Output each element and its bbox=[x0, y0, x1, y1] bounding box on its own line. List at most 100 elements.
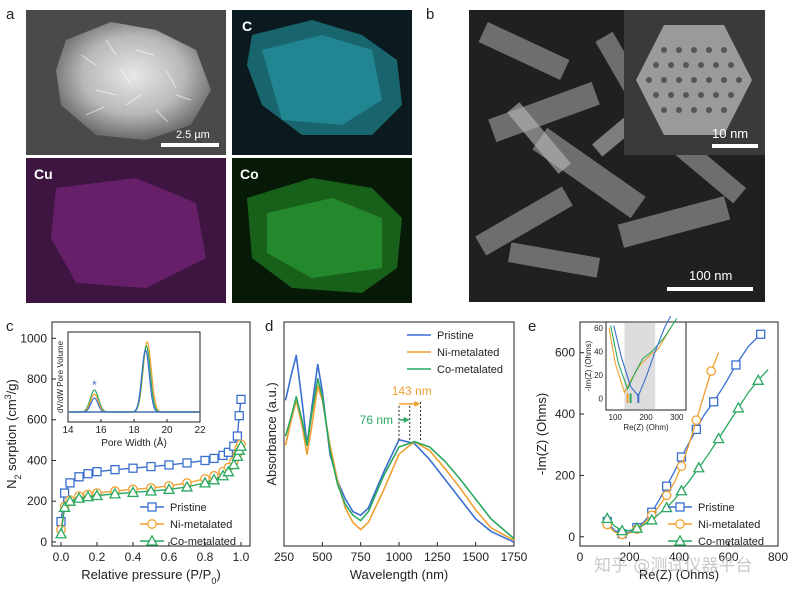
chart-e-xtick-label: 600 bbox=[718, 550, 738, 564]
chart-d-series-line-0 bbox=[284, 354, 515, 543]
chart-d-xlabel: Wavelength (nm) bbox=[350, 567, 449, 582]
chart-d-legend-label-0: Pristine bbox=[437, 330, 474, 342]
chart-e-point bbox=[676, 452, 687, 462]
chart-c-point bbox=[83, 469, 93, 479]
chart-absorbance: 250 500 750 1000 1250 1500 1750 Wavelength (nm)… bbox=[264, 321, 528, 582]
chart-c-point bbox=[74, 472, 84, 482]
chart-d-series-line-2 bbox=[284, 377, 515, 540]
chart-d-xtick-label: 1000 bbox=[386, 550, 413, 564]
chart-e-xtick-label: 800 bbox=[768, 550, 788, 564]
chart-e-point bbox=[692, 461, 705, 473]
chart-d-annotation-76: 76 nm bbox=[360, 413, 393, 427]
chart-e-point bbox=[756, 329, 766, 339]
chart-c-point bbox=[128, 463, 138, 473]
chart-c-legend-label-0: Pristine bbox=[170, 502, 207, 514]
tem-hexagon-graphic bbox=[624, 10, 765, 155]
chart-c-legend-marker-2 bbox=[145, 534, 159, 546]
chart-e-inset-ytick-label: 0 bbox=[599, 394, 604, 403]
chart-c-point bbox=[198, 476, 212, 488]
chart-c-inset-xtick-label: 14 bbox=[62, 425, 74, 436]
eds-copper-graphic bbox=[26, 158, 226, 303]
chart-c-legend-marker-0 bbox=[147, 502, 157, 512]
chart-c-point bbox=[108, 487, 122, 499]
chart-e-point bbox=[708, 397, 719, 407]
chart-c-point bbox=[234, 411, 244, 421]
chart-c-point bbox=[232, 431, 243, 441]
chart-e-inset-curve-co bbox=[610, 318, 678, 391]
chart-c-inset-xlabel: Pore Width (Å) bbox=[101, 436, 167, 449]
chart-c-point bbox=[92, 467, 102, 477]
chart-c-xtick-label: 0.8 bbox=[197, 550, 214, 564]
chart-e-inset-ytick-label: 60 bbox=[594, 324, 603, 333]
chart-e-point bbox=[645, 513, 658, 525]
chart-c-point bbox=[58, 500, 71, 512]
chart-e-point bbox=[691, 424, 701, 435]
chart-e-point bbox=[706, 366, 717, 376]
tem-inset-image: 10 nm bbox=[624, 10, 765, 155]
chart-e-inset-ylabel: -Im(Z) (Ohms) bbox=[584, 340, 593, 391]
chart-c-ytick-label: 600 bbox=[27, 413, 47, 427]
chart-c-point bbox=[144, 484, 158, 496]
chart-d-xtick-label: 750 bbox=[351, 550, 371, 564]
chart-e-point bbox=[691, 415, 702, 426]
chart-c-xtick-label: 0.4 bbox=[125, 550, 142, 564]
panel-label-e: e bbox=[528, 318, 537, 335]
chart-c-point bbox=[65, 478, 75, 488]
chart-e-point bbox=[661, 481, 672, 491]
chart-c-point bbox=[81, 490, 95, 502]
chart-c-xtick-label: 1.0 bbox=[233, 550, 250, 564]
chart-c-ylabel: N2 sorption (cm3/g) bbox=[3, 379, 23, 489]
chart-c-xtick-label: 0.6 bbox=[161, 550, 178, 564]
chart-d-xtick-label: 250 bbox=[274, 550, 294, 564]
chart-e-xlabel: Re(Z) (Ohms) bbox=[639, 567, 719, 582]
chart-d-series-line-1 bbox=[284, 385, 515, 542]
chart-d-xtick-label: 1500 bbox=[462, 550, 489, 564]
chart-d-xtick-label: 1250 bbox=[424, 550, 451, 564]
chart-c-point bbox=[59, 488, 70, 498]
chart-c-ytick-label: 400 bbox=[27, 453, 47, 467]
chart-e-legend-marker-1 bbox=[675, 519, 685, 529]
chart-d-annotation-143: 143 nm bbox=[392, 384, 432, 398]
chart-c-xtick-label: 0.2 bbox=[89, 550, 106, 564]
chart-c-point bbox=[63, 494, 77, 506]
chart-e-point bbox=[601, 512, 614, 524]
chart-e-inset-ytick-label: 40 bbox=[594, 347, 603, 356]
chart-c-frame bbox=[51, 321, 251, 547]
chart-e-point bbox=[630, 521, 644, 533]
chart-nitrogen-sorption: 0.0 0.2 0.4 0.6 0.8 1.0 0 200 400 600 800 1000 Relat… bbox=[3, 321, 251, 586]
chart-e-ytick-label: 200 bbox=[555, 468, 575, 482]
chart-c-xlabel: Relative pressure (P/P0) bbox=[81, 567, 220, 586]
chart-c-point bbox=[231, 450, 244, 462]
chart-e-point bbox=[676, 461, 687, 472]
sem-particle-graphic bbox=[26, 10, 226, 155]
chart-c-inset-xtick-label: 20 bbox=[161, 425, 173, 436]
chart-e-point bbox=[615, 524, 629, 536]
tem-image: 10 nm 100 nm bbox=[469, 10, 765, 302]
chart-c-point bbox=[162, 483, 176, 495]
chart-e-inset-xtick-label: 100 bbox=[609, 413, 623, 422]
tem-scale-label: 100 nm bbox=[689, 268, 733, 283]
eds-label-co: Co bbox=[240, 166, 259, 182]
chart-e-inset-xtick-label: 200 bbox=[639, 413, 653, 422]
eds-carbon-graphic bbox=[232, 10, 412, 155]
chart-c-point bbox=[126, 486, 140, 498]
chart-e-point bbox=[712, 432, 725, 444]
chart-c-point bbox=[164, 460, 174, 470]
panel-label-c: c bbox=[6, 318, 14, 335]
chart-d-xtick-label: 1750 bbox=[501, 550, 528, 564]
chart-c-legend-marker-1 bbox=[147, 519, 157, 529]
chart-c-ytick-label: 800 bbox=[27, 372, 47, 386]
eds-cobalt-graphic bbox=[232, 158, 412, 303]
chart-c-point bbox=[209, 453, 219, 464]
chart-c-point bbox=[180, 480, 194, 492]
chart-c-point bbox=[110, 464, 120, 475]
eds-label-cu: Cu bbox=[34, 166, 53, 182]
chart-e-inset-xtick-label: 300 bbox=[670, 413, 684, 422]
chart-c-point bbox=[207, 473, 221, 485]
chart-e-inset-xlabel: Re(Z) (Ohm) bbox=[623, 423, 669, 432]
chart-e-inset-ytick-label: 20 bbox=[594, 371, 603, 380]
chart-c-point bbox=[222, 465, 235, 477]
chart-d-ylabel: Absorbance (a.u.) bbox=[264, 382, 279, 485]
chart-c-point bbox=[146, 461, 156, 472]
